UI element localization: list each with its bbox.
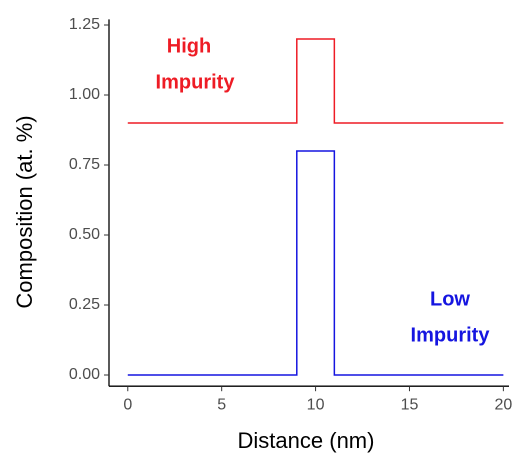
x-tick-label: 5: [217, 396, 226, 413]
y-axis-title: Composition (at. %): [12, 115, 37, 308]
y-tick-label: 1.25: [69, 16, 100, 33]
y-tick-label: 0.50: [69, 226, 100, 243]
y-tick-label: 0.75: [69, 156, 100, 173]
x-tick-label: 15: [401, 396, 419, 413]
y-tick-label: 0.00: [69, 366, 100, 383]
y-tick-label: 1.00: [69, 86, 100, 103]
annotation: High: [167, 35, 211, 57]
annotation: Impurity: [156, 71, 236, 93]
x-axis-title: Distance (nm): [238, 428, 375, 453]
x-tick-label: 0: [123, 396, 132, 413]
annotation: Low: [430, 288, 470, 310]
series-line: [127, 38, 504, 124]
x-tick-label: 10: [307, 396, 325, 413]
x-tick-label: 20: [494, 396, 512, 413]
series-line: [127, 150, 504, 376]
y-tick-label: 0.25: [69, 296, 100, 313]
annotation: Impurity: [411, 324, 491, 346]
